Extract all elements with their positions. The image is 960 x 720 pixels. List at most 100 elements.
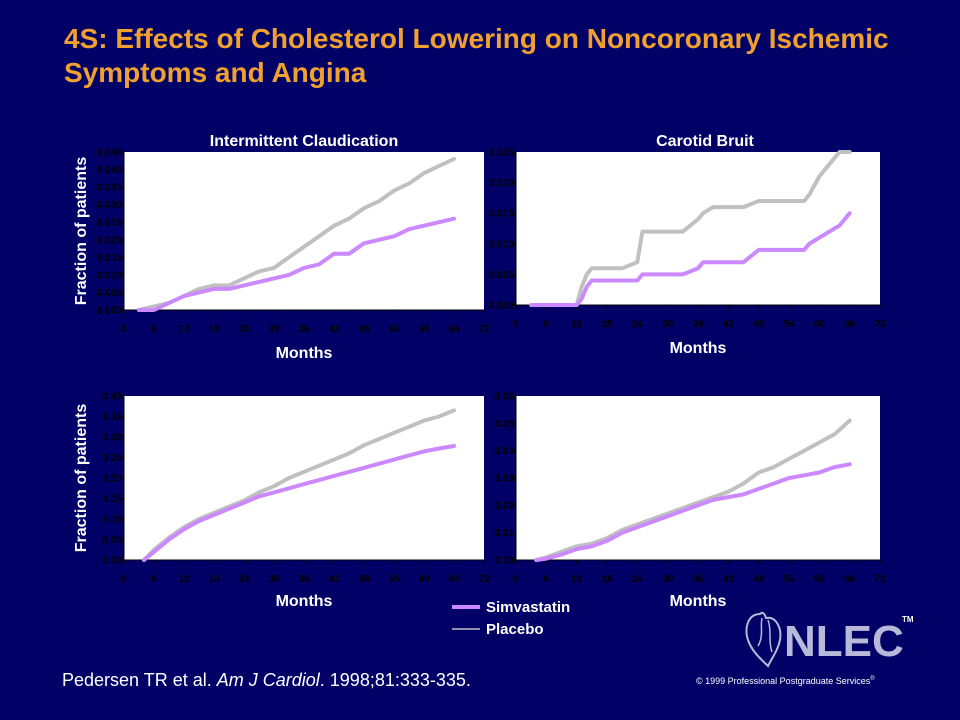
x-axis-label: Months [276, 345, 333, 362]
series-line-placebo [529, 150, 852, 307]
x-axis-label: Months [670, 593, 727, 610]
chart-2: 0.000 0.005 0.010 0.015 0.020 0.025 0 6 12 18 24 30… [465, 133, 886, 357]
x-tick-label: 18 [601, 574, 613, 585]
x-tick-label: 24 [632, 319, 644, 330]
y-tick-label: 0.05 [495, 419, 515, 430]
y-tick-label: 0.045 [97, 148, 122, 159]
logo-text: NLEC [784, 617, 904, 666]
y-tick-label: 0.30 [103, 433, 123, 444]
x-tick-label: 24 [238, 574, 250, 585]
y-tick-label: 0.25 [103, 453, 123, 464]
x-tick-label: 54 [783, 319, 795, 330]
copyright-text: © 1999 Professional Postgraduate Service… [696, 676, 871, 686]
x-tick-label: 48 [753, 319, 765, 330]
slide-title: 4S: Effects of Cholesterol Lowering on N… [64, 23, 889, 88]
y-tick-label: 0.40 [103, 392, 123, 403]
citation-rest: . 1998;81:333-335. [319, 670, 471, 690]
x-tick-label: 36 [692, 319, 704, 330]
y-tick-label: 0.00 [495, 556, 515, 567]
x-tick-label: 0 [513, 319, 519, 330]
y-tick-label: 0.040 [97, 165, 122, 176]
x-tick-label: 30 [268, 324, 280, 335]
y-tick-label: 0.05 [103, 535, 123, 546]
y-tick-label: 0.01 [495, 528, 515, 539]
y-tick-label: 0.035 [97, 183, 122, 194]
series-line-simvastatin [137, 216, 456, 312]
y-tick-label: 0.015 [97, 253, 122, 264]
x-tick-label: 60 [814, 319, 826, 330]
x-tick-label: 72 [874, 319, 886, 330]
x-tick-label: 54 [783, 574, 795, 585]
x-tick-label: 42 [328, 324, 340, 335]
x-axis-label: Months [670, 340, 727, 357]
x-tick-label: 66 [844, 319, 856, 330]
y-tick-label: 0.06 [495, 392, 515, 403]
chart-3: 0.00 0.05 0.10 0.15 0.20 0.25 0.30 0.35 0.40 0 6 12… [73, 392, 490, 611]
citation-journal: Am J Cardiol [216, 670, 320, 690]
y-axis-label: Fraction of patients [465, 404, 482, 553]
x-tick-label: 42 [723, 319, 735, 330]
x-tick-label: 30 [662, 319, 674, 330]
x-tick-label: 24 [632, 574, 644, 585]
citation-authors: Pedersen TR et al. [62, 670, 217, 690]
x-tick-label: 54 [388, 574, 400, 585]
chart-title: Angina [277, 399, 331, 416]
series-line-simvastatin [142, 444, 456, 562]
x-tick-label: 18 [601, 319, 613, 330]
chart-1: 0.000 0.005 0.010 0.015 0.020 0.025 0.030 0.035… [73, 133, 490, 362]
x-tick-label: 72 [478, 324, 490, 335]
x-tick-label: 48 [358, 324, 370, 335]
x-tick-label: 12 [571, 319, 583, 330]
x-tick-label: 0 [121, 324, 127, 335]
logo-trademark: TM [902, 615, 914, 624]
legend-label-simvastatin: Simvastatin [486, 598, 571, 616]
legend-swatch-simvastatin [452, 605, 480, 609]
chart-title: Carotid Bruit [656, 133, 754, 150]
x-tick-label: 60 [814, 574, 826, 585]
y-tick-label: 0.005 [489, 270, 514, 281]
x-tick-label: 36 [298, 324, 310, 335]
copyright: © 1999 Professional Postgraduate Service… [696, 676, 875, 686]
y-tick-label: 0.005 [97, 288, 122, 299]
x-tick-label: 12 [178, 324, 190, 335]
chart-title: Cerebrovascular Events [613, 399, 796, 416]
y-tick-label: 0.000 [97, 306, 122, 317]
y-tick-label: 0.025 [97, 218, 122, 229]
x-tick-label: 18 [208, 574, 220, 585]
x-tick-label: 12 [178, 574, 190, 585]
x-tick-label: 6 [544, 319, 550, 330]
x-axis-label: Months [276, 593, 333, 610]
y-tick-label: 0.010 [489, 239, 514, 250]
registered-mark: ® [870, 676, 875, 682]
x-tick-label: 72 [478, 574, 490, 585]
y-tick-label: 0.015 [489, 209, 514, 220]
chart-title: Intermittent Claudication [210, 133, 398, 150]
y-axis-label: Fraction of patients [465, 154, 482, 303]
x-tick-label: 66 [448, 324, 460, 335]
nlec-logo: NLEC TM [745, 611, 914, 668]
x-tick-label: 66 [448, 574, 460, 585]
x-tick-label: 6 [544, 574, 550, 585]
legend-item-placebo: Placebo [452, 618, 570, 640]
x-tick-label: 54 [388, 324, 400, 335]
y-tick-label: 0.020 [97, 235, 122, 246]
x-tick-label: 36 [692, 574, 704, 585]
x-tick-label: 24 [238, 324, 250, 335]
heart-icon [745, 611, 782, 668]
y-tick-label: 0.000 [489, 301, 514, 312]
legend-label-placebo: Placebo [486, 620, 544, 638]
legend-item-simvastatin: Simvastatin [452, 596, 570, 618]
x-tick-label: 72 [874, 574, 886, 585]
x-tick-label: 0 [121, 574, 127, 585]
y-tick-label: 0.00 [103, 556, 123, 567]
plot-area [516, 152, 880, 305]
x-tick-label: 42 [723, 574, 735, 585]
x-tick-label: 18 [208, 324, 220, 335]
x-tick-label: 30 [662, 574, 674, 585]
x-tick-label: 6 [151, 574, 157, 585]
series-line-simvastatin [529, 211, 852, 307]
x-tick-label: 42 [328, 574, 340, 585]
series-line-placebo [534, 418, 852, 562]
x-tick-label: 6 [151, 324, 157, 335]
citation: Pedersen TR et al. Am J Cardiol. 1998;81… [62, 670, 471, 691]
